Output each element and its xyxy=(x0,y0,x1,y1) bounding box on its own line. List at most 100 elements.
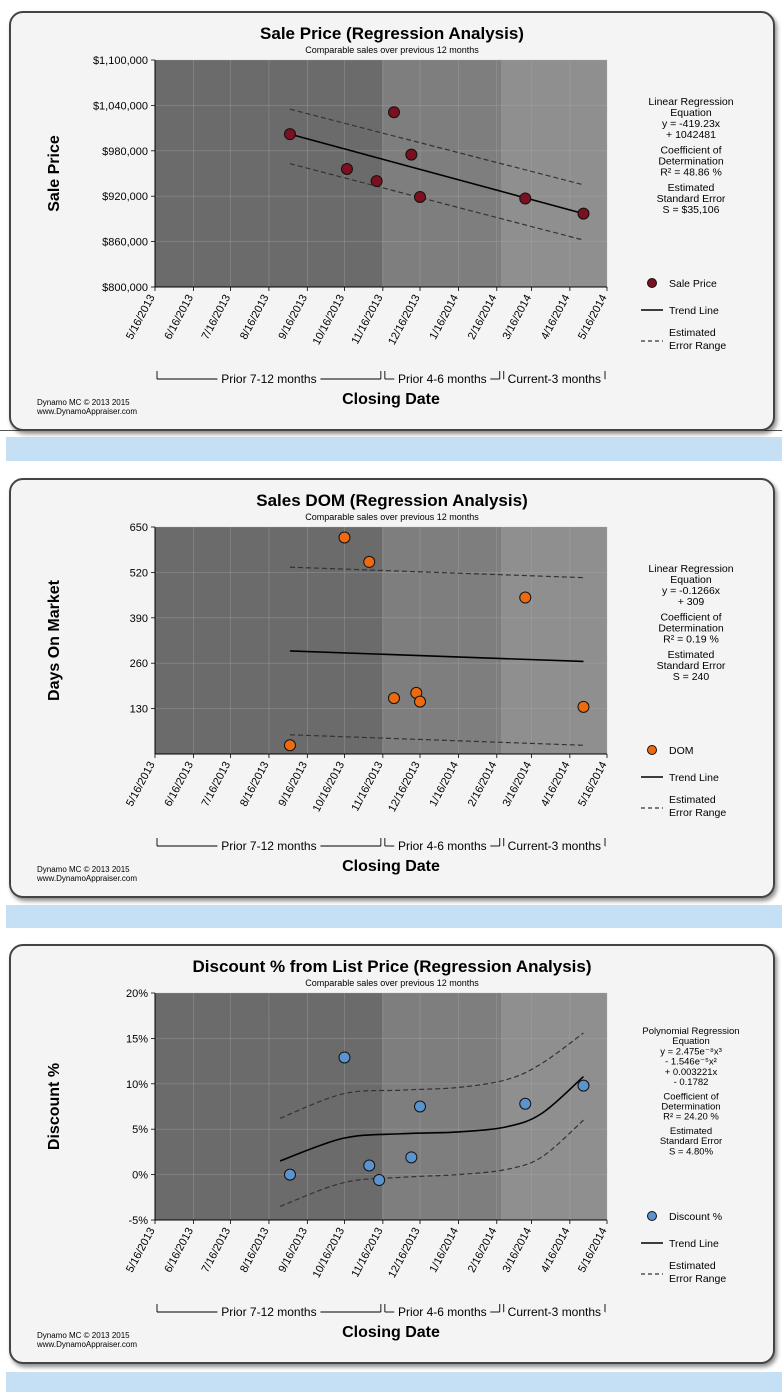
period-label: Prior 7-12 months xyxy=(221,839,316,853)
regression-stat-line: Standard Error xyxy=(660,1136,722,1147)
regression-stat-line: Standard Error xyxy=(657,193,726,205)
x-axis-label: Closing Date xyxy=(342,858,440,875)
error-range-lower xyxy=(289,163,584,241)
y-tick-label: 520 xyxy=(130,567,148,579)
x-tick-label: 1/16/2014 xyxy=(427,760,461,809)
error-range-upper xyxy=(279,1032,584,1119)
data-point xyxy=(283,739,296,752)
data-point xyxy=(577,1079,590,1092)
regression-stat-line: Coefficient of xyxy=(663,1091,719,1102)
data-point xyxy=(370,175,383,188)
regression-stat-line: Equation xyxy=(670,107,712,119)
chart-subtitle: Comparable sales over previous 12 months xyxy=(305,978,479,988)
regression-stat-line: + 1042481 xyxy=(666,129,716,141)
y-tick-label: $860,000 xyxy=(102,237,148,249)
legend-trend-label: Trend Line xyxy=(669,772,719,784)
x-tick-label: 11/16/2013 xyxy=(349,1226,385,1280)
trend-line xyxy=(279,1075,585,1162)
regression-stat-line: y = -419.23x xyxy=(662,118,721,130)
zone-current-3 xyxy=(501,60,607,287)
error-range-lower xyxy=(289,734,584,746)
legend-series-label: DOM xyxy=(669,745,694,757)
credit-line: Dynamo MC © 2013 2015 xyxy=(37,865,130,874)
y-tick-label: 20% xyxy=(126,988,148,1000)
legend-error-label-2: Error Range xyxy=(669,807,726,819)
x-tick-label: 7/16/2013 xyxy=(200,1226,234,1275)
x-tick-label: 10/16/2013 xyxy=(311,293,347,347)
discount-chart-panel: Discount % from List Price (Regression A… xyxy=(9,944,775,1364)
credit-url: www.DynamoAppraiser.com xyxy=(36,407,137,416)
regression-stat-line: R² = 48.86 % xyxy=(660,166,722,178)
x-tick-label: 8/16/2013 xyxy=(238,293,272,342)
x-tick-label: 2/16/2014 xyxy=(466,1226,500,1275)
discount-chart-svg: Discount % from List Price (Regression A… xyxy=(36,957,740,1349)
x-tick-label: 6/16/2013 xyxy=(162,1226,196,1275)
x-tick-label: 4/16/2014 xyxy=(539,293,573,342)
x-tick-label: 5/16/2014 xyxy=(576,1226,610,1275)
period-label: Prior 7-12 months xyxy=(221,372,316,386)
data-point xyxy=(340,162,353,175)
data-point xyxy=(388,106,401,119)
regression-stat-line: Estimated xyxy=(668,182,715,194)
regression-stat-line: Linear Regression xyxy=(648,563,733,575)
y-tick-label: 5% xyxy=(132,1124,148,1136)
dom-chart-title: Sales DOM (Regression Analysis) xyxy=(256,491,527,510)
data-point xyxy=(338,531,351,544)
sale-price-chart-panel: Sale Price (Regression Analysis) Comparab… xyxy=(9,11,775,431)
trend-line xyxy=(289,650,584,663)
x-tick-label: 9/16/2013 xyxy=(276,293,310,342)
data-point xyxy=(414,1100,427,1113)
x-tick-label: 12/16/2013 xyxy=(386,760,422,814)
y-tick-label: 390 xyxy=(130,613,148,625)
regression-stat-line: Coefficient of xyxy=(660,144,721,156)
credit-line: Dynamo MC © 2013 2015 xyxy=(37,398,130,407)
y-tick-label: 0% xyxy=(132,1170,148,1182)
y-tick-label: $980,000 xyxy=(102,146,148,158)
regression-stat-line: - 1.546e⁻⁵x² xyxy=(665,1057,717,1068)
regression-stat-line: Standard Error xyxy=(657,660,726,672)
legend-error-label-2: Error Range xyxy=(669,340,726,352)
x-tick-label: 3/16/2014 xyxy=(501,1226,535,1275)
regression-stat-line: R² = 24.20 % xyxy=(663,1112,719,1123)
data-point xyxy=(405,1151,418,1164)
regression-stat-line: Polynomial Regression xyxy=(642,1026,739,1037)
data-point xyxy=(338,1051,351,1064)
x-tick-label: 6/16/2013 xyxy=(162,293,196,342)
x-tick-label: 1/16/2014 xyxy=(427,1226,461,1275)
zone-prior-4-6 xyxy=(382,60,502,287)
data-point xyxy=(577,207,590,220)
regression-stat-line: y = -0.1266x xyxy=(662,585,721,597)
x-tick-label: 6/16/2013 xyxy=(162,760,196,809)
legend-series-label: Discount % xyxy=(669,1211,722,1223)
regression-stat-line: Estimated xyxy=(668,649,715,661)
y-tick-label: $800,000 xyxy=(102,282,148,294)
y-tick-label: 10% xyxy=(126,1079,148,1091)
period-label: Current-3 months xyxy=(508,372,601,386)
legend-trend-label: Trend Line xyxy=(669,305,719,317)
regression-stat-line: Coefficient of xyxy=(660,611,721,623)
regression-stat-line: Estimated xyxy=(670,1126,712,1137)
dom-chart-svg: Sales DOM (Regression Analysis) Comparabl… xyxy=(36,491,734,883)
error-range-upper xyxy=(289,566,584,579)
data-point xyxy=(373,1174,386,1187)
y-axis-label: Discount % xyxy=(46,1063,63,1150)
x-tick-label: 5/16/2013 xyxy=(124,760,158,809)
data-point xyxy=(414,695,427,708)
regression-stat-line: S = 4.80% xyxy=(669,1146,714,1157)
credit-line: Dynamo MC © 2013 2015 xyxy=(37,1331,130,1340)
x-tick-label: 9/16/2013 xyxy=(276,1226,310,1275)
regression-stat-line: + 0.003221x xyxy=(665,1067,718,1078)
regression-stat-line: R² = 0.19 % xyxy=(663,633,719,645)
data-point xyxy=(519,192,532,205)
data-point xyxy=(414,190,427,203)
zone-current-3 xyxy=(501,527,607,754)
x-tick-label: 10/16/2013 xyxy=(311,760,347,814)
x-tick-label: 2/16/2014 xyxy=(466,760,500,809)
y-tick-label: -5% xyxy=(128,1215,148,1227)
y-tick-label: $1,040,000 xyxy=(93,100,148,112)
data-point xyxy=(363,1159,376,1172)
separator-band-2 xyxy=(6,905,782,928)
credit-url: www.DynamoAppraiser.com xyxy=(36,874,137,883)
y-tick-label: $920,000 xyxy=(102,191,148,203)
data-point xyxy=(577,700,590,713)
